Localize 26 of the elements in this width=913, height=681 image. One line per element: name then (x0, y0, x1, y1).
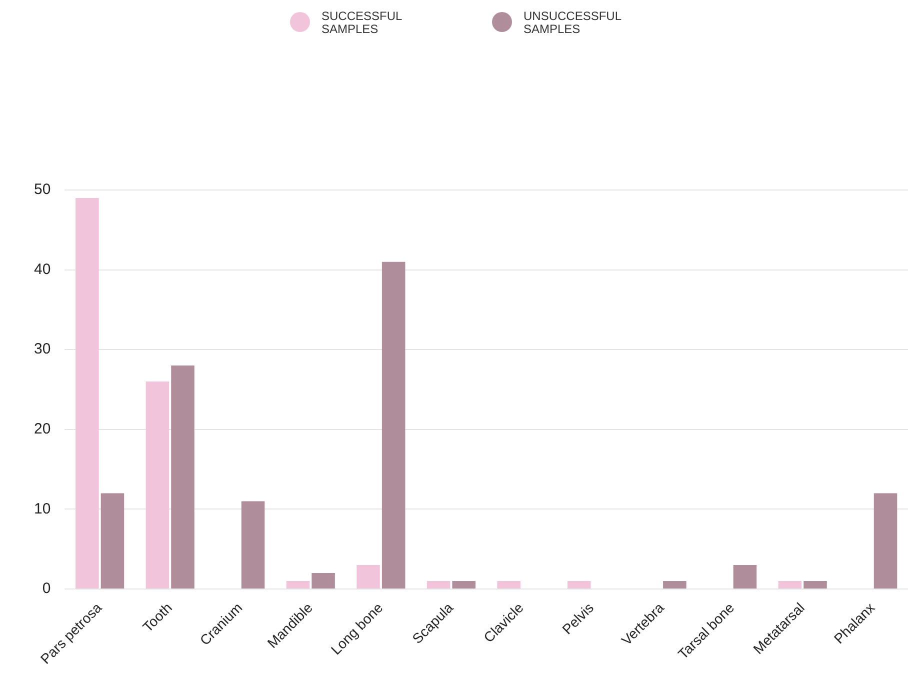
bar (452, 581, 476, 588)
bar (663, 581, 686, 588)
bar (171, 366, 194, 588)
bar (567, 581, 591, 588)
bar (356, 565, 380, 588)
bar (241, 501, 265, 588)
y-tick-label: 0 (42, 580, 51, 598)
y-tick-label: 20 (34, 420, 51, 438)
bar (804, 581, 827, 588)
bar (382, 262, 406, 588)
legend-label: SUCCESSFUL SAMPLES (322, 9, 403, 36)
bar (286, 581, 310, 588)
y-tick-label: 40 (34, 260, 51, 278)
bar (146, 382, 170, 588)
bar (426, 581, 450, 588)
bar (497, 581, 520, 588)
bar (778, 581, 802, 588)
bar (100, 493, 124, 588)
bar (874, 493, 898, 588)
y-tick-label: 10 (34, 500, 51, 518)
bar (733, 565, 757, 588)
y-tick-label: 30 (34, 340, 51, 358)
y-tick-label: 50 (34, 181, 51, 198)
bar (76, 198, 99, 588)
bar (312, 573, 335, 588)
legend-label: UNSUCCESSFUL SAMPLES (524, 9, 622, 36)
